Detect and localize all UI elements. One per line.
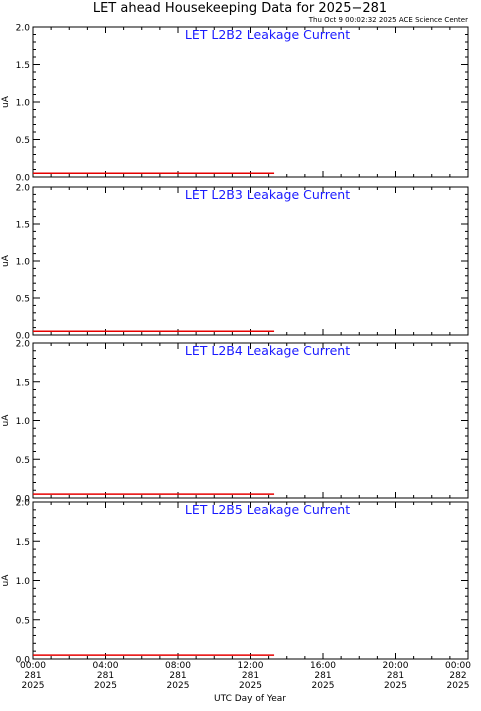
panel-frame — [32, 501, 469, 660]
x-tick-label-doy: 281 — [24, 671, 41, 681]
y-tick-label: 0.0 — [16, 656, 31, 666]
y-tick-label: 1.5 — [16, 61, 30, 71]
x-tick-label-year: 2025 — [22, 681, 45, 691]
panel-title: LET L2B3 Leakage Current — [185, 187, 350, 202]
y-tick-label: 1.0 — [16, 258, 31, 268]
x-tick-label-doy: 281 — [314, 671, 331, 681]
panel-title: LET L2B2 Leakage Current — [185, 27, 350, 42]
y-tick-label: 0.5 — [16, 295, 30, 305]
chart-panel-3: 0.0 0.5 1.0 1.5 2.0 uA LET L2B4 Leakage Curren… — [1, 340, 469, 505]
panel-frame — [32, 186, 469, 336]
y-tick-label: 1.0 — [16, 99, 31, 109]
x-tick-label-time: 16:00 — [310, 661, 336, 671]
y-tick-label: 0.0 — [16, 332, 31, 342]
x-tick-label-doy: 281 — [242, 671, 259, 681]
x-tick-label-time: 00:00 — [20, 661, 46, 671]
y-tick-label: 1.5 — [16, 378, 30, 388]
y-tick-label: 2.0 — [16, 499, 31, 509]
y-tick-label: 1.0 — [16, 417, 31, 427]
x-tick-label-doy: 281 — [387, 671, 404, 681]
y-tick-label: 0.0 — [16, 495, 31, 505]
panel-frame — [32, 26, 469, 178]
y-axis-label: uA — [1, 254, 11, 267]
x-tick-label-time: 08:00 — [165, 661, 191, 671]
x-tick-label-time: 20:00 — [383, 661, 409, 671]
x-axis-label: UTC Day of Year — [214, 694, 286, 704]
x-tick-label-year: 2025 — [312, 681, 335, 691]
panel-frame — [32, 342, 469, 499]
x-tick-label-doy: 282 — [449, 671, 466, 681]
chart-panel-4: 0.0 0.5 1.0 1.5 2.0 uA LET L2B5 Leakage Curren… — [1, 499, 469, 666]
y-tick-label: 1.0 — [16, 577, 31, 587]
panel-title: LET L2B5 Leakage Current — [185, 502, 350, 517]
chart-panel-1: 0.0 0.5 1.0 1.5 2.0 uA LET L2B2 Leakage Curren… — [1, 24, 469, 184]
panel-title: LET L2B4 Leakage Current — [185, 343, 350, 358]
y-axis-label: uA — [1, 95, 11, 108]
x-tick-label-doy: 281 — [97, 671, 114, 681]
x-tick-label-year: 2025 — [384, 681, 407, 691]
x-tick-label-year: 2025 — [447, 681, 470, 691]
x-tick-label-year: 2025 — [167, 681, 190, 691]
y-tick-label: 1.5 — [16, 538, 30, 548]
x-tick-label-time: 04:00 — [93, 661, 119, 671]
x-tick-label-time: 00:00 — [445, 661, 471, 671]
generation-timestamp: Thu Oct 9 00:02:32 2025 ACE Science Cent… — [308, 16, 468, 24]
y-tick-label: 0.5 — [16, 616, 30, 626]
x-tick-label-doy: 281 — [169, 671, 186, 681]
x-tick-label-year: 2025 — [239, 681, 262, 691]
panels-group: 0.0 0.5 1.0 1.5 2.0 uA LET L2B2 Leakage Curren… — [1, 24, 471, 692]
chart-panel-2: 0.0 0.5 1.0 1.5 2.0 uA LET L2B3 Leakage Curren… — [1, 184, 469, 342]
y-axis-label: uA — [1, 414, 11, 427]
y-tick-label: 0.0 — [16, 174, 31, 184]
y-tick-label: 0.5 — [16, 456, 30, 466]
y-tick-label: 1.5 — [16, 221, 30, 231]
y-tick-label: 0.5 — [16, 136, 30, 146]
figure-title: LET ahead Housekeeping Data for 2025−281 — [93, 1, 387, 16]
y-axis-label: uA — [1, 574, 11, 587]
x-tick-label-year: 2025 — [94, 681, 117, 691]
y-tick-label: 2.0 — [16, 340, 31, 350]
x-tick-label-time: 12:00 — [238, 661, 264, 671]
y-tick-label: 2.0 — [16, 184, 31, 194]
y-tick-label: 2.0 — [16, 24, 31, 34]
